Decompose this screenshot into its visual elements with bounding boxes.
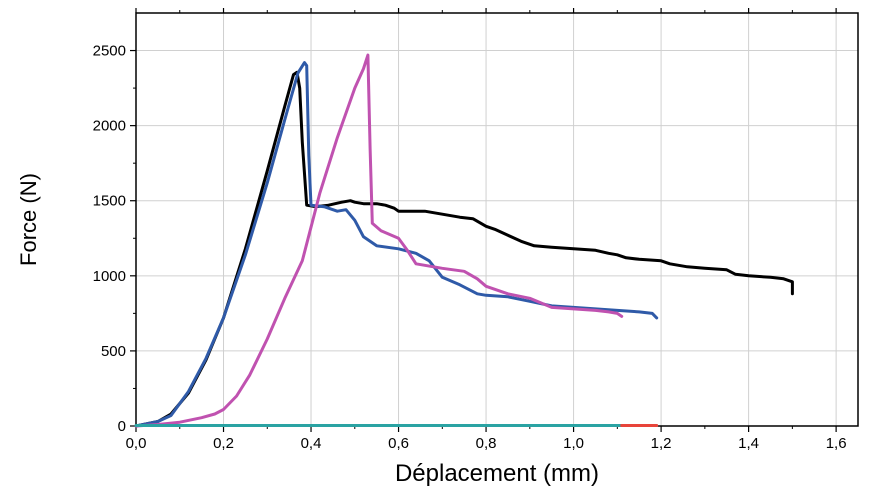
- x-tick-label: 1,4: [738, 435, 759, 452]
- x-tick-label: 1,0: [563, 435, 584, 452]
- x-tick-label: 0,2: [213, 435, 234, 452]
- y-tick-label: 1000: [93, 268, 126, 285]
- y-axis-title: Force (N): [16, 173, 41, 266]
- x-tick-labels: 0,0 0,2 0,4 0,6 0,8 1,0 1,2 1,4 1,6: [126, 435, 847, 452]
- series-line-1: [134, 61, 659, 428]
- x-axis-title: Déplacement (mm): [395, 460, 599, 486]
- y-tick-label: 500: [101, 343, 126, 360]
- x-tick-label: 1,2: [651, 435, 672, 452]
- series-line-0: [134, 70, 794, 428]
- y-tick-label: 1500: [93, 193, 126, 210]
- x-tick-label: 0,6: [388, 435, 409, 452]
- y-tick-label: 0: [118, 418, 126, 435]
- y-tick-label: 2500: [93, 43, 126, 60]
- x-tick-label: 1,6: [826, 435, 847, 452]
- x-tick-label: 0,8: [476, 435, 497, 452]
- series-group: [134, 53, 794, 428]
- x-tick-label: 0,4: [301, 435, 322, 452]
- grid: [136, 13, 858, 426]
- plot-frame: [135, 12, 859, 427]
- tick-marks: [130, 8, 837, 432]
- y-tick-labels: 0 500 1000 1500 2000 2500: [93, 43, 126, 435]
- series-line-2: [134, 53, 624, 428]
- x-tick-label: 0,0: [126, 435, 147, 452]
- y-tick-label: 2000: [93, 118, 126, 135]
